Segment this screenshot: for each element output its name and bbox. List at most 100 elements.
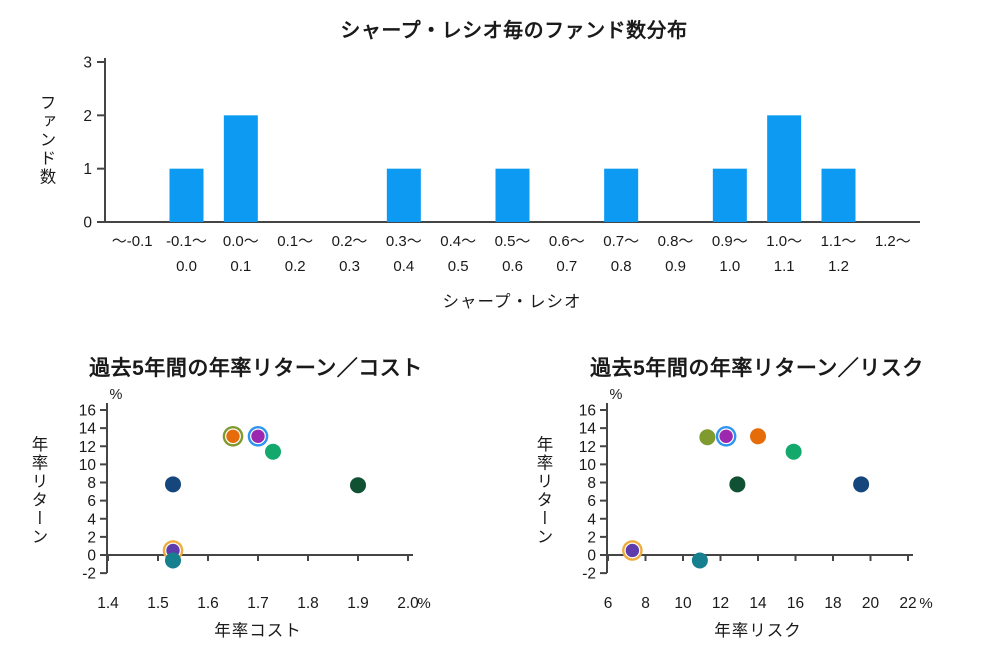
scatter-x-tick-label: 1.5 bbox=[147, 595, 169, 612]
scatter-x-tick-label: 2.0 bbox=[397, 595, 419, 612]
scatter-y-tick-label: 2 bbox=[587, 529, 596, 546]
histogram-bar bbox=[821, 168, 856, 222]
scatter-point bbox=[625, 543, 640, 558]
scatter-x-tick-label: 1.8 bbox=[297, 595, 319, 612]
histogram-category-label: 0.0 bbox=[176, 258, 197, 275]
scatter-y-tick-label: 4 bbox=[87, 511, 96, 528]
scatter-x-tick-label: 10 bbox=[674, 595, 692, 612]
scatter-y-tick-label: 14 bbox=[579, 421, 597, 438]
risk-chart-x-axis-label: 年率リスク bbox=[714, 622, 802, 640]
scatter-x-tick-label: 20 bbox=[862, 595, 880, 612]
histogram-category-label: 0.4～ bbox=[440, 233, 476, 250]
histogram-category-label: 0.9 bbox=[665, 258, 686, 275]
scatter-point bbox=[719, 429, 733, 443]
histogram-y-axis-label: ファンド数 bbox=[37, 93, 55, 187]
scatter-y-unit-label: % bbox=[610, 387, 623, 403]
scatter-y-tick-label: 8 bbox=[87, 475, 96, 492]
histogram-bar bbox=[223, 115, 258, 222]
histogram-category-label: 0.2 bbox=[285, 258, 306, 275]
histogram-category-label: ～-0.1 bbox=[112, 233, 153, 250]
histogram-category-label: 0.9～ bbox=[712, 233, 748, 250]
risk-chart-title: 過去5年間の年率リターン／リスク bbox=[590, 357, 924, 380]
histogram-bar bbox=[386, 168, 421, 222]
scatter-x-tick-label: 12 bbox=[712, 595, 729, 612]
scatter-y-tick-label: 16 bbox=[579, 403, 596, 420]
histogram-category-label: 0.3 bbox=[339, 258, 360, 275]
scatter-point bbox=[350, 477, 366, 494]
scatter-point bbox=[265, 443, 281, 460]
histogram-category-label: 0.0～ bbox=[223, 233, 259, 250]
histogram-category-label: 0.4 bbox=[393, 258, 414, 275]
histogram-category-label: 1.0～ bbox=[766, 233, 802, 250]
scatter-point bbox=[165, 552, 181, 569]
scatter-x-unit-label: % bbox=[417, 595, 430, 612]
scatter-y-tick-label: 12 bbox=[79, 439, 96, 456]
scatter-point bbox=[785, 443, 802, 460]
scatter-x-tick-label: 1.9 bbox=[347, 595, 369, 612]
scatter-point bbox=[226, 429, 240, 443]
histogram-category-label: 0.1 bbox=[230, 258, 251, 275]
cost-chart-title: 過去5年間の年率リターン／コスト bbox=[89, 357, 423, 380]
histogram-category-label: 1.0 bbox=[719, 258, 740, 275]
scatter-x-tick-label: 1.4 bbox=[97, 595, 119, 612]
scatter-point bbox=[251, 429, 265, 443]
scatter-y-unit-label: % bbox=[110, 387, 123, 403]
histogram-title: シャープ・レシオ毎のファンド数分布 bbox=[340, 20, 688, 42]
histogram-category-label: 0.6 bbox=[502, 258, 523, 275]
scatter-y-tick-label: -2 bbox=[82, 566, 96, 583]
scatter-y-tick-label: 6 bbox=[87, 493, 96, 510]
scatter-x-tick-label: 18 bbox=[824, 595, 841, 612]
histogram-category-label: 0.7 bbox=[556, 258, 577, 275]
histogram-category-label: 1.1～ bbox=[821, 233, 857, 250]
scatter-x-tick-label: 8 bbox=[641, 595, 650, 612]
histogram-category-label: -0.1～ bbox=[166, 233, 207, 250]
scatter-x-tick-label: 14 bbox=[749, 595, 767, 612]
scatter-point bbox=[165, 476, 181, 493]
scatter-y-tick-label: 10 bbox=[579, 457, 597, 474]
histogram-category-label: 1.2 bbox=[828, 258, 849, 275]
scatter-y-tick-label: 8 bbox=[587, 475, 596, 492]
histogram-category-label: 0.2～ bbox=[332, 233, 368, 250]
scatter-point bbox=[750, 428, 766, 445]
histogram-bar bbox=[495, 168, 530, 222]
scatter-y-tick-label: 2 bbox=[87, 529, 96, 546]
histogram-category-label: 0.7～ bbox=[603, 233, 639, 250]
scatter-x-unit-label: % bbox=[919, 595, 932, 612]
histogram-category-label: 0.5 bbox=[448, 258, 469, 275]
histogram-category-label: 1.2～ bbox=[875, 233, 911, 250]
histogram-category-label: 0.6～ bbox=[549, 233, 585, 250]
scatter-x-tick-label: 1.6 bbox=[197, 595, 219, 612]
scatter-x-tick-label: 22 bbox=[899, 595, 916, 612]
scatter-y-tick-label: 12 bbox=[579, 439, 596, 456]
scatter-x-tick-label: 6 bbox=[604, 595, 613, 612]
scatter-y-tick-label: 4 bbox=[587, 511, 596, 528]
scatter-y-tick-label: 16 bbox=[79, 403, 96, 420]
histogram-category-label: 0.8～ bbox=[658, 233, 694, 250]
scatter-point bbox=[853, 476, 870, 493]
histogram-bar bbox=[712, 168, 747, 222]
histogram-category-label: 0.8 bbox=[611, 258, 632, 275]
scatter-point bbox=[691, 552, 708, 569]
histogram-y-tick-label: 2 bbox=[83, 108, 92, 125]
scatter-y-tick-label: 0 bbox=[587, 548, 596, 565]
histogram-category-label: 1.1 bbox=[774, 258, 795, 275]
histogram-category-label: 0.1～ bbox=[277, 233, 313, 250]
histogram-y-tick-label: 0 bbox=[83, 215, 92, 232]
cost-chart-y-axis-label: 年率リターン bbox=[29, 435, 47, 547]
histogram-bar bbox=[604, 168, 639, 222]
scatter-y-tick-label: 10 bbox=[79, 457, 97, 474]
histogram-x-axis-label: シャープ・レシオ bbox=[442, 293, 582, 311]
histogram-category-label: 0.5～ bbox=[495, 233, 531, 250]
histogram-category-label: 0.3～ bbox=[386, 233, 422, 250]
scatter-y-tick-label: -2 bbox=[582, 566, 596, 583]
histogram-y-tick-label: 1 bbox=[83, 161, 92, 178]
histogram-bar bbox=[767, 115, 802, 222]
scatter-x-tick-label: 16 bbox=[787, 595, 804, 612]
histogram-y-tick-label: 3 bbox=[83, 55, 92, 72]
risk-chart-y-axis-label: 年率リターン bbox=[534, 435, 552, 547]
cost-chart-x-axis-label: 年率コスト bbox=[214, 622, 302, 640]
scatter-point bbox=[729, 476, 746, 493]
scatter-point bbox=[699, 429, 716, 446]
